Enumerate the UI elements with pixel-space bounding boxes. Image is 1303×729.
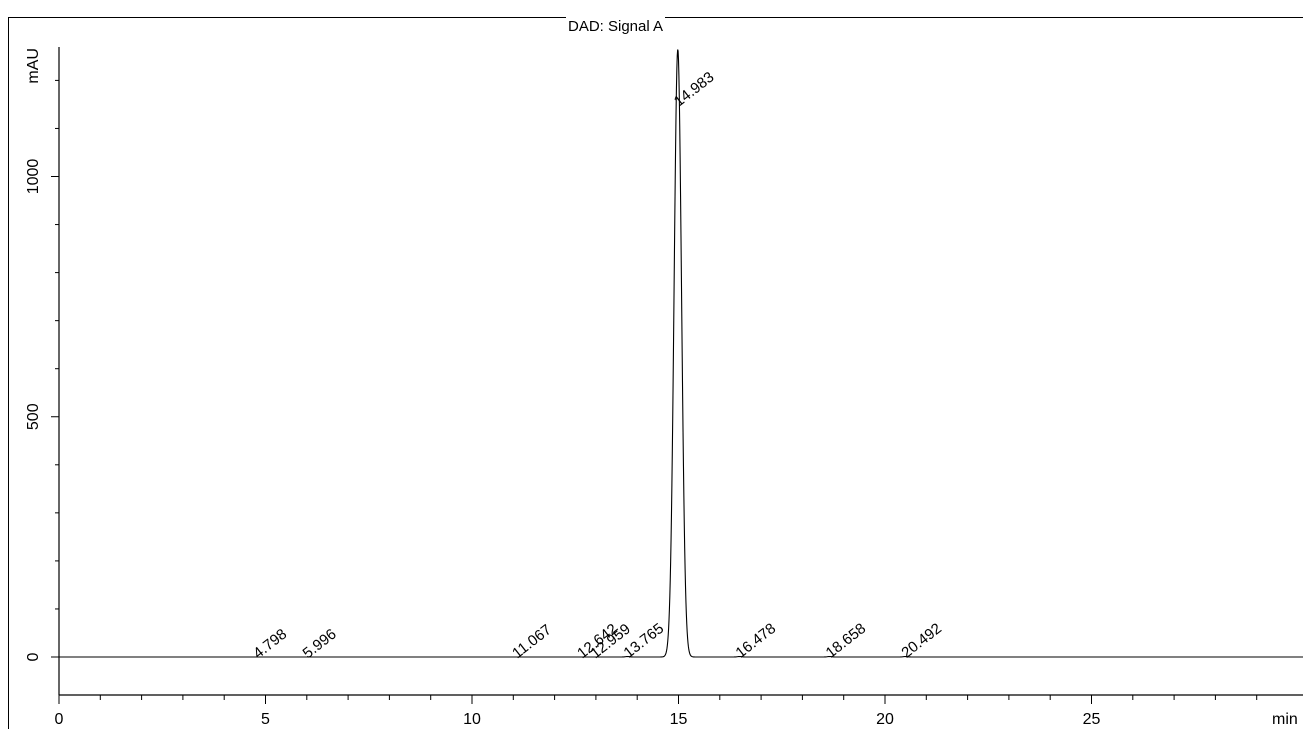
- peak-label: 20.492: [898, 620, 945, 662]
- peak-label: 14.983: [671, 69, 718, 111]
- y-tick-label: 500: [25, 403, 42, 430]
- y-axis-label: mAU: [25, 48, 42, 84]
- x-axis-label: min: [1272, 711, 1298, 728]
- x-tick-label: 20: [876, 711, 894, 728]
- signal-trace: [59, 49, 1303, 658]
- peak-label: 16.478: [733, 620, 780, 662]
- y-tick-label: 0: [25, 652, 42, 661]
- x-tick-label: 10: [463, 711, 481, 728]
- x-tick-label: 5: [261, 711, 270, 728]
- x-tick-label: 25: [1083, 711, 1101, 728]
- signal-line: [59, 49, 1303, 658]
- y-tick-label: 1000: [25, 159, 42, 195]
- axes: [58, 47, 1303, 696]
- peak-labels: 4.798 5.996 11.067 12.64212.95913.76514.983…: [250, 69, 945, 662]
- peak-label: 11.067: [509, 621, 555, 662]
- x-tick-label: 15: [670, 711, 688, 728]
- ticks: 0 500 1000 0 5 10 15 20 25: [25, 79, 1258, 728]
- x-tick-label: 0: [55, 711, 64, 728]
- peak-label: 18.658: [823, 620, 870, 662]
- chart-title: DAD: Signal A: [566, 17, 666, 37]
